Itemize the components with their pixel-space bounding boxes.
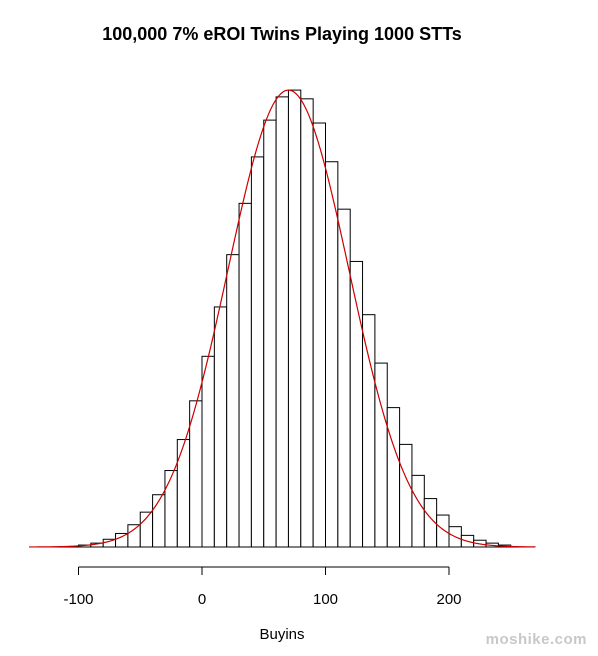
histogram-bar [115,532,129,548]
histogram-bar [189,400,203,548]
histogram-bar [275,96,289,548]
histogram-bar [312,122,326,548]
histogram-bar [250,156,265,548]
chart-title: 100,000 7% eROI Twins Playing 1000 STTs [102,24,462,44]
x-tick-label: 0 [198,591,206,608]
histogram-bar [337,208,351,548]
histogram-bar [213,306,228,548]
histogram-bar [325,161,339,548]
histogram-bar [152,494,166,548]
x-tick-label: -100 [63,591,93,608]
x-tick-label: 200 [436,591,461,608]
histogram-bar [300,98,314,548]
histogram-bar [263,119,277,548]
histogram-bar [436,514,450,548]
histogram-bar [411,474,425,548]
histogram-bar [201,355,215,548]
histogram-bar [399,443,413,548]
histogram-bar [226,254,240,548]
histogram-bar [176,439,191,548]
density-curve [29,89,536,548]
x-axis-label: Buyins [259,626,304,643]
histogram-bar [362,314,376,548]
histogram-bar [238,202,252,548]
histogram-bar [386,407,401,548]
histogram-bar [287,89,302,548]
histogram-bar [127,524,141,548]
histogram-bar [164,470,178,548]
x-tick-label: 100 [313,591,338,608]
watermark: moshike.com [486,631,587,648]
x-axis: -100 0 100 200 [63,566,462,608]
histogram-bars [78,89,512,548]
